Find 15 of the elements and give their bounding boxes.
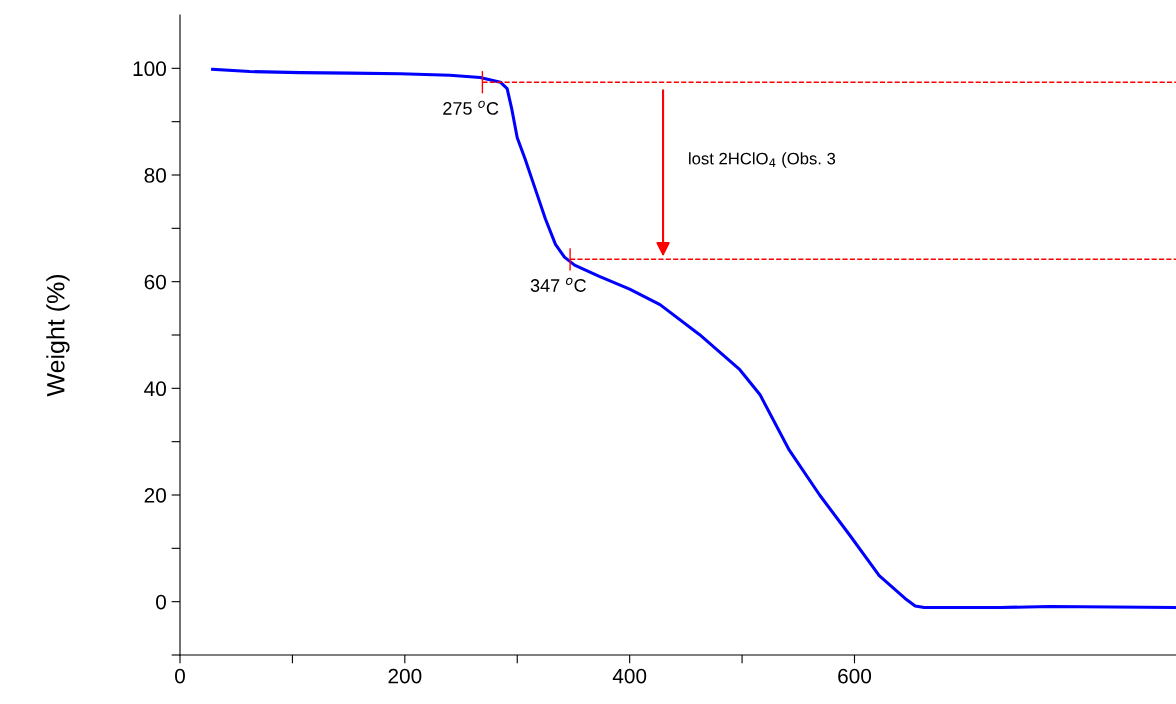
annotation: 275 $^{o}$C xyxy=(443,100,499,115)
y-tick-label: 0 xyxy=(156,594,166,610)
x-tick-label: 200 xyxy=(388,668,422,684)
y-tick-label: 60 xyxy=(144,274,166,290)
x-tick-label: 0 xyxy=(175,668,185,684)
y-tick-label: 20 xyxy=(144,488,166,503)
x-tick-label: 400 xyxy=(612,668,647,684)
line-series xyxy=(211,67,1176,610)
annotation: lost 2HClO$_{4}$ (Obs. 3 xyxy=(689,152,836,168)
annotation: 347 $^{o}$C xyxy=(530,277,586,292)
y-axis-title: Weight (%) xyxy=(46,274,70,397)
y-tick-label: 100 xyxy=(133,61,166,77)
x-tick-label: 600 xyxy=(838,668,872,684)
y-tick-label: 40 xyxy=(144,381,166,397)
y-tick-label: 80 xyxy=(144,168,166,183)
